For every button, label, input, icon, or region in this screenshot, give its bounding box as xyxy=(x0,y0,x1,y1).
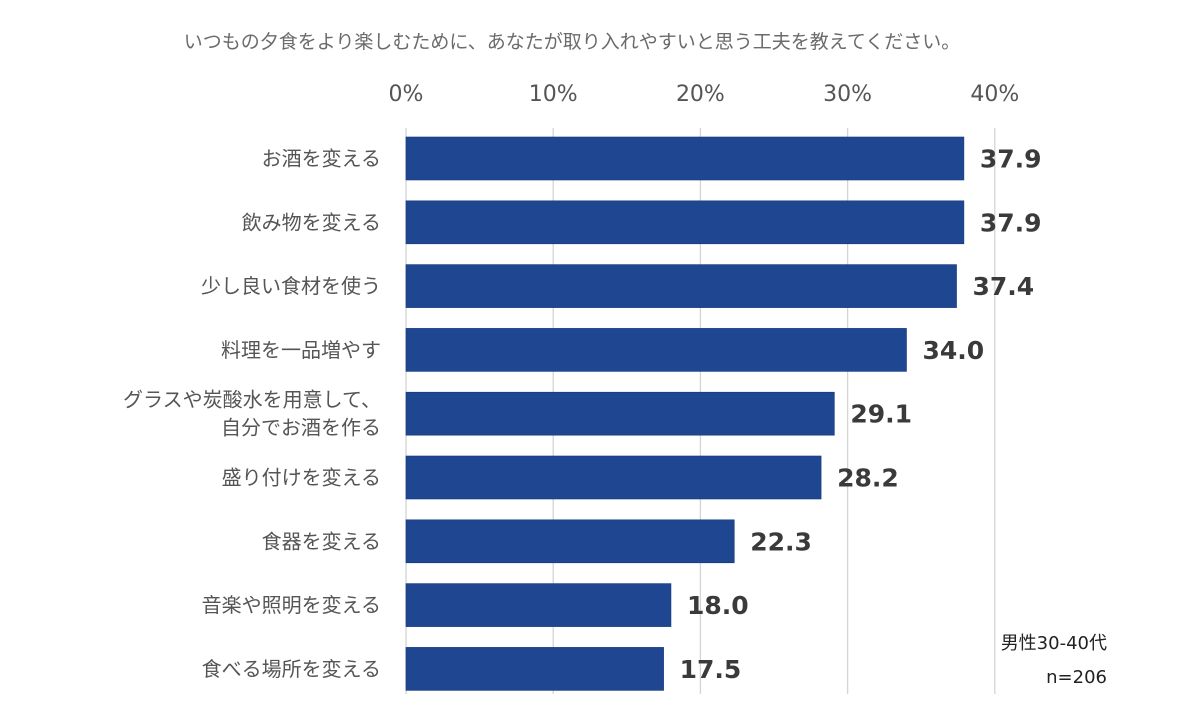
value-label: 29.1 xyxy=(850,400,912,429)
value-label: 34.0 xyxy=(922,336,984,365)
category-label: グラスや炭酸水を用意して、 xyxy=(123,388,381,412)
value-label: 37.4 xyxy=(973,272,1035,301)
value-labels: 37.9 37.9 37.4 34.0 29.1 28.2 22.3 18.0 17.5 xyxy=(680,145,1042,684)
x-tick-label: 40% xyxy=(970,82,1019,107)
category-label: 食器を変える xyxy=(262,529,381,553)
category-labels: お酒を変える飲み物を変える少し良い食材を使う料理を一品増やすグラスや炭酸水を用意… xyxy=(123,147,381,681)
bar xyxy=(405,647,664,691)
value-label: 22.3 xyxy=(750,527,812,556)
x-tick-label: 20% xyxy=(676,82,725,107)
value-label: 37.9 xyxy=(980,208,1042,237)
category-label: 少し良い食材を使う xyxy=(201,274,381,298)
annotation-sample-size: n=206 xyxy=(1046,667,1107,688)
value-label: 17.5 xyxy=(680,655,742,684)
bar xyxy=(405,136,965,181)
x-tick-label: 10% xyxy=(529,82,578,107)
category-label: 音楽や照明を変える xyxy=(202,593,381,617)
x-axis-tick-labels: 0% 10% 20% 30% 40% xyxy=(389,82,1020,107)
bar xyxy=(405,583,672,627)
bar xyxy=(405,264,957,308)
category-label: 飲み物を変える xyxy=(242,210,381,234)
bar xyxy=(405,200,965,245)
bar xyxy=(405,391,835,436)
category-label: 料理を一品増やす xyxy=(221,338,381,362)
category-label: 自分でお酒を作る xyxy=(221,416,381,440)
bar xyxy=(405,519,735,564)
category-label: お酒を変える xyxy=(262,147,381,171)
x-tick-label: 30% xyxy=(823,82,872,107)
value-label: 28.2 xyxy=(837,464,899,493)
category-label: 食べる場所を変える xyxy=(202,657,381,681)
value-label: 18.0 xyxy=(687,591,749,620)
value-label: 37.9 xyxy=(980,145,1042,174)
annotation-group-label: 男性30-40代 xyxy=(1001,633,1107,654)
bar xyxy=(405,455,822,500)
category-label: 盛り付けを変える xyxy=(222,466,381,490)
x-tick-label: 0% xyxy=(389,82,424,107)
chart-title: いつもの夕食をより楽しむために、あなたが取り入れやすいと思う工夫を教えてください… xyxy=(184,31,961,53)
bars xyxy=(405,136,965,691)
bar xyxy=(405,328,907,372)
